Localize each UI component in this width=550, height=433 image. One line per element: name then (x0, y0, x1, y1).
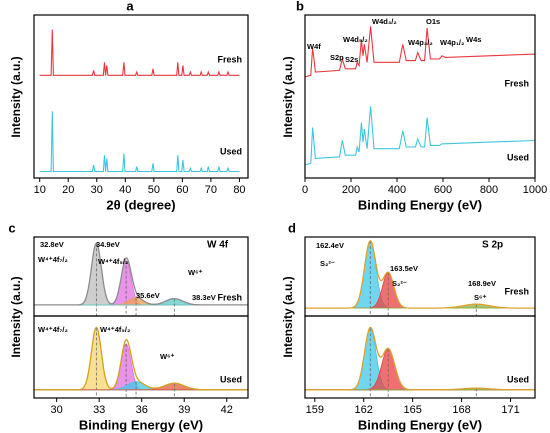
annotation: 163.5eV (390, 264, 418, 273)
spectrum-line (304, 106, 536, 166)
x-tick-label: 159 (306, 404, 324, 416)
series-label: Fresh (217, 292, 242, 302)
annotation: W⁴⁺4f₅/₂ (98, 257, 128, 266)
y-axis-title: Intensity (a.u.) (281, 276, 295, 357)
panel-label: a (126, 0, 134, 13)
x-tick-label: 0 (302, 184, 308, 196)
fit-component (305, 272, 535, 309)
fit-envelope (305, 239, 535, 309)
annotation: S₂²⁻ (320, 259, 335, 268)
annotation: W⁶⁺ (188, 268, 203, 277)
x-tick-label: 40 (119, 184, 131, 196)
annotation: W⁴⁺4f₇/₂ (38, 325, 68, 334)
annotation: W 4f (207, 240, 229, 251)
x-axis-title: Binding Energy (eV) (79, 417, 203, 432)
annotation: W⁴⁺4f₅/₂ (100, 325, 130, 334)
panel-label: c (8, 220, 15, 235)
series-label: Fresh (504, 286, 529, 296)
plot-frame (304, 315, 536, 399)
x-axis-title: Binding Energy (eV) (358, 197, 482, 212)
fit-envelope (305, 326, 535, 391)
annotation: O1s (426, 17, 440, 26)
x-tick-label: 39 (178, 404, 190, 416)
series-label: Fresh (504, 78, 529, 88)
y-axis-title: Intensity (a.u.) (9, 56, 23, 137)
annotation: W4f (307, 42, 321, 51)
x-tick-label: 30 (51, 404, 63, 416)
series-label: Fresh (217, 54, 242, 64)
annotation: W4d₅/₂ (343, 35, 368, 44)
x-tick-label: 50 (148, 184, 160, 196)
spectrum-line (304, 26, 536, 78)
x-tick-label: 800 (480, 184, 498, 196)
fit-envelope (34, 242, 248, 306)
x-tick-label: 168 (452, 404, 470, 416)
annotation: 38.3eV (192, 293, 216, 302)
panel-label: b (296, 0, 304, 13)
annotation: 32.8eV (40, 240, 64, 249)
x-tick-label: 162 (355, 404, 373, 416)
series-label: Used (507, 374, 529, 384)
x-tick-label: 400 (388, 184, 406, 196)
series-label: Used (220, 146, 242, 156)
fit-component (305, 348, 535, 391)
annotation: S 2p (482, 240, 503, 251)
x-tick-label: 600 (434, 184, 452, 196)
x-axis-title: Binding Energy (eV) (358, 417, 482, 432)
annotation: 168.9eV (468, 279, 496, 288)
x-tick-label: 10 (34, 184, 46, 196)
annotation: 34.9eV (96, 240, 120, 249)
x-tick-label: 200 (342, 184, 360, 196)
fit-component (305, 240, 535, 309)
annotation: W4s (466, 35, 481, 44)
x-tick-label: 70 (205, 184, 217, 196)
fit-component (305, 327, 535, 391)
plot-frame (33, 14, 249, 179)
x-tick-label: 80 (233, 184, 245, 196)
y-axis-title: Intensity (a.u.) (9, 276, 23, 357)
annotation: 162.4eV (316, 241, 344, 250)
x-tick-label: 171 (501, 404, 519, 416)
series-label: Used (507, 152, 529, 162)
fit-envelope (34, 326, 248, 391)
panel-label: d (288, 220, 296, 235)
spectrum-line (39, 29, 240, 76)
x-tick-label: 30 (91, 184, 103, 196)
annotation: 35.6eV (136, 291, 160, 300)
annotation: S₂²⁻ (392, 279, 407, 288)
annotation: W4p₁/₂ (440, 38, 464, 47)
x-tick-label: 33 (93, 404, 105, 416)
annotation: W4d₃/₂ (372, 17, 397, 26)
x-tick-label: 165 (403, 404, 421, 416)
fit-component (34, 326, 248, 391)
x-tick-label: 20 (62, 184, 74, 196)
x-tick-label: 60 (176, 184, 188, 196)
y-axis-title: Intensity (a.u.) (281, 56, 295, 137)
plot-frame (304, 14, 536, 179)
spectrum-line (39, 111, 240, 173)
x-tick-label: 36 (136, 404, 148, 416)
plot-frame (33, 315, 249, 399)
x-axis-title: 2θ (degree) (106, 197, 175, 212)
annotation: W4p₃/₂ (408, 38, 433, 47)
x-tick-label: 1000 (523, 184, 547, 196)
annotation: W⁶⁺ (160, 352, 175, 361)
series-label: Used (220, 374, 242, 384)
annotation: S2s (345, 55, 358, 64)
x-tick-label: 42 (221, 404, 233, 416)
annotation: S⁶⁺ (474, 293, 486, 302)
annotation: S2p (330, 53, 344, 62)
annotation: W⁴⁺4f₇/₂ (38, 255, 68, 264)
